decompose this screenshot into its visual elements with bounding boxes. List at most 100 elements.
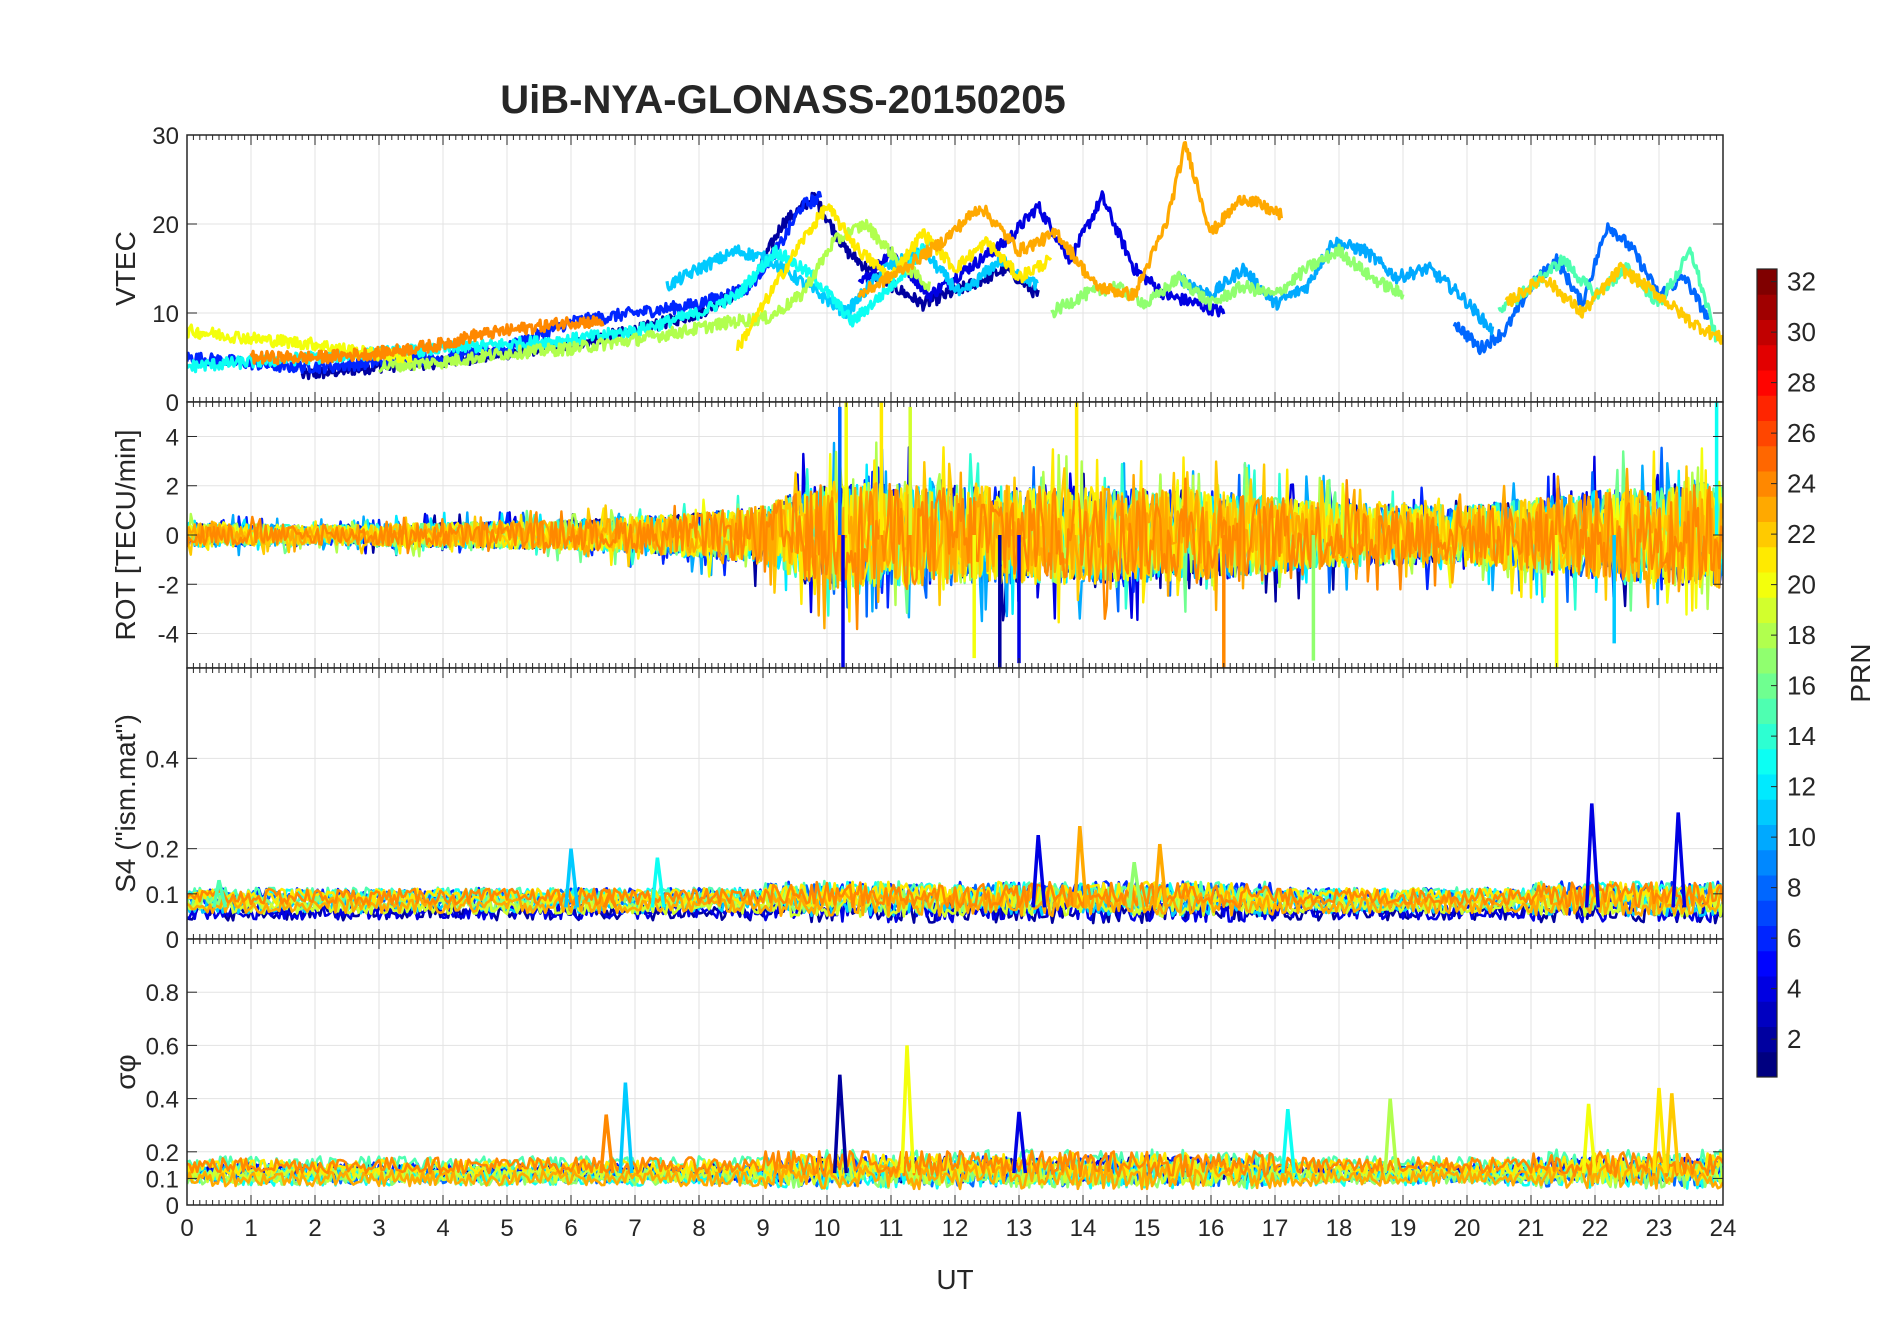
y-axis-label: ROT [TECU/min]: [110, 429, 141, 640]
colorbar-swatch: [1757, 875, 1777, 901]
series-line-prn-22: [1504, 261, 1723, 345]
peak-prn-18: [1383, 1098, 1399, 1174]
peak-prn-13: [650, 857, 666, 908]
colorbar-swatch: [1757, 774, 1777, 800]
y-tick-label: 0: [166, 927, 179, 954]
peak-prn-4: [1671, 812, 1687, 908]
y-axis-label: σφ: [110, 1054, 141, 1089]
colorbar-tick-label: 2: [1787, 1024, 1801, 1054]
panel-vtec: 0 10 20 30 VTEC: [110, 123, 1724, 417]
y-tick-label: -4: [158, 622, 179, 649]
series-line-prn-24: [187, 1149, 1723, 1178]
y-tick-labels: 00.10.2 0.4 0.6 0.8: [146, 980, 1723, 1220]
colorbar-swatch: [1757, 319, 1777, 346]
colorbar-swatch: [1757, 496, 1777, 522]
colorbar-swatch: [1757, 723, 1777, 750]
peak-prn-24: [599, 1114, 615, 1174]
panel-rot: -4 -2 0 2 4 ROT [TECU/min]: [110, 401, 1724, 669]
y-tick-labels: -4 -2 0 2 4: [158, 424, 1723, 649]
colorbar-tick-label: 20: [1787, 570, 1816, 600]
series-line-prn-11: [665, 243, 1039, 320]
colorbar-swatch: [1757, 824, 1777, 851]
x-tick-label: 20: [1454, 1215, 1481, 1242]
x-tick-label: 12: [942, 1215, 969, 1242]
panel-s4: 0 0.1 0.2 0.4S4 ("ism.mat"): [110, 667, 1724, 954]
series-group: [187, 1045, 1723, 1191]
x-tick-label: 0: [180, 1215, 193, 1242]
colorbar-swatch: [1757, 1051, 1777, 1078]
colorbar-swatch: [1757, 597, 1777, 623]
peak-prn-4: [1012, 1111, 1028, 1174]
x-tick-label: 9: [756, 1215, 769, 1242]
colorbar-tick-label: 6: [1787, 923, 1801, 953]
peak-prn-21: [1652, 1087, 1668, 1174]
colorbar-swatch: [1757, 925, 1777, 952]
colorbar-tick-label: 24: [1787, 469, 1816, 499]
peak-prn-23: [1072, 825, 1088, 908]
colorbar-swatch: [1757, 370, 1777, 396]
colorbar-tick-label: 10: [1787, 822, 1816, 852]
series-group: [187, 402, 1723, 668]
x-tick-label: 22: [1582, 1215, 1609, 1242]
colorbar-swatch: [1757, 748, 1777, 775]
colorbar-tick-label: 8: [1787, 873, 1801, 903]
colorbar-swatch: [1757, 950, 1777, 977]
colorbar-swatch: [1757, 572, 1777, 598]
series-line-prn-23: [187, 1162, 1723, 1191]
x-axis-tick-labels: 0 1 2 3 4 5 6 7 8 9 10 11 12 13 14 15 16 17 18 19 20 21 22 23 24: [180, 1215, 1736, 1242]
series-line-prn-24: [187, 880, 1723, 909]
x-tick-label: 7: [628, 1215, 641, 1242]
colorbar-tick-label: 4: [1787, 974, 1801, 1004]
colorbar-tick-label: 12: [1787, 772, 1816, 802]
y-tick-label: 0: [166, 1193, 179, 1220]
peak-prn-17: [1127, 861, 1143, 908]
y-tick-labels: 0 0.1 0.2 0.4: [146, 746, 1723, 954]
y-tick-label: 4: [166, 424, 179, 451]
series-line-prn-15: [1497, 246, 1719, 343]
y-tick-label: 10: [152, 301, 179, 328]
x-tick-label: 19: [1390, 1215, 1417, 1242]
series-line-prn-24: [249, 315, 605, 366]
x-tick-label: 2: [308, 1215, 321, 1242]
colorbar-tick-label: 28: [1787, 368, 1816, 398]
x-tick-label: 14: [1070, 1215, 1097, 1242]
figure-title: UiB-NYA-GLONASS-20150205: [500, 78, 1065, 122]
series-group: [187, 803, 1723, 925]
colorbar-swatch: [1757, 269, 1777, 295]
x-tick-label: 16: [1198, 1215, 1225, 1242]
colorbar-swatch: [1757, 294, 1777, 320]
y-tick-label: 0.2: [146, 1140, 179, 1167]
x-tick-label: 24: [1710, 1215, 1737, 1242]
y-tick-label: 20: [152, 212, 179, 239]
colorbar-swatch: [1757, 445, 1777, 472]
colorbar-swatch: [1757, 900, 1777, 926]
y-tick-label: -2: [158, 572, 179, 599]
colorbar-swatch: [1757, 622, 1777, 649]
colorbar-tick-label: 32: [1787, 267, 1816, 297]
colorbar-swatch: [1757, 395, 1777, 421]
series-line-prn-6: [187, 190, 823, 375]
colorbar-label: PRN: [1845, 643, 1876, 702]
peak-prn-11: [564, 848, 580, 908]
peak-prn-22: [1664, 1093, 1680, 1174]
series-group: [187, 141, 1723, 381]
x-ticks: [186, 135, 1724, 402]
colorbar-swatch: [1757, 1001, 1777, 1027]
x-tick-label: 23: [1646, 1215, 1673, 1242]
colorbar-swatch: [1757, 799, 1777, 825]
colorbar-tick-label: 26: [1787, 418, 1816, 448]
y-tick-label: 0.6: [146, 1033, 179, 1060]
colorbar-tick-label: 22: [1787, 519, 1816, 549]
y-tick-label: 30: [152, 123, 179, 150]
peak-prn-15: [212, 879, 228, 908]
x-tick-label: 21: [1518, 1215, 1545, 1242]
x-tick-label: 1: [244, 1215, 257, 1242]
y-tick-label: 0.1: [146, 882, 179, 909]
x-tick-label: 10: [814, 1215, 841, 1242]
y-tick-label: 0: [166, 390, 179, 417]
x-tick-label: 11: [879, 1215, 904, 1242]
colorbar-swatch: [1757, 546, 1777, 573]
